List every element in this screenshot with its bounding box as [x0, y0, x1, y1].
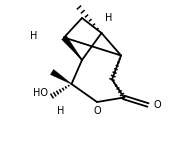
- Polygon shape: [62, 36, 82, 60]
- Polygon shape: [50, 69, 72, 84]
- Text: H: H: [105, 13, 113, 23]
- Text: H: H: [30, 31, 38, 41]
- Text: H: H: [57, 106, 65, 116]
- Text: O: O: [93, 106, 101, 117]
- Text: HO: HO: [33, 88, 48, 98]
- Text: O: O: [154, 100, 162, 110]
